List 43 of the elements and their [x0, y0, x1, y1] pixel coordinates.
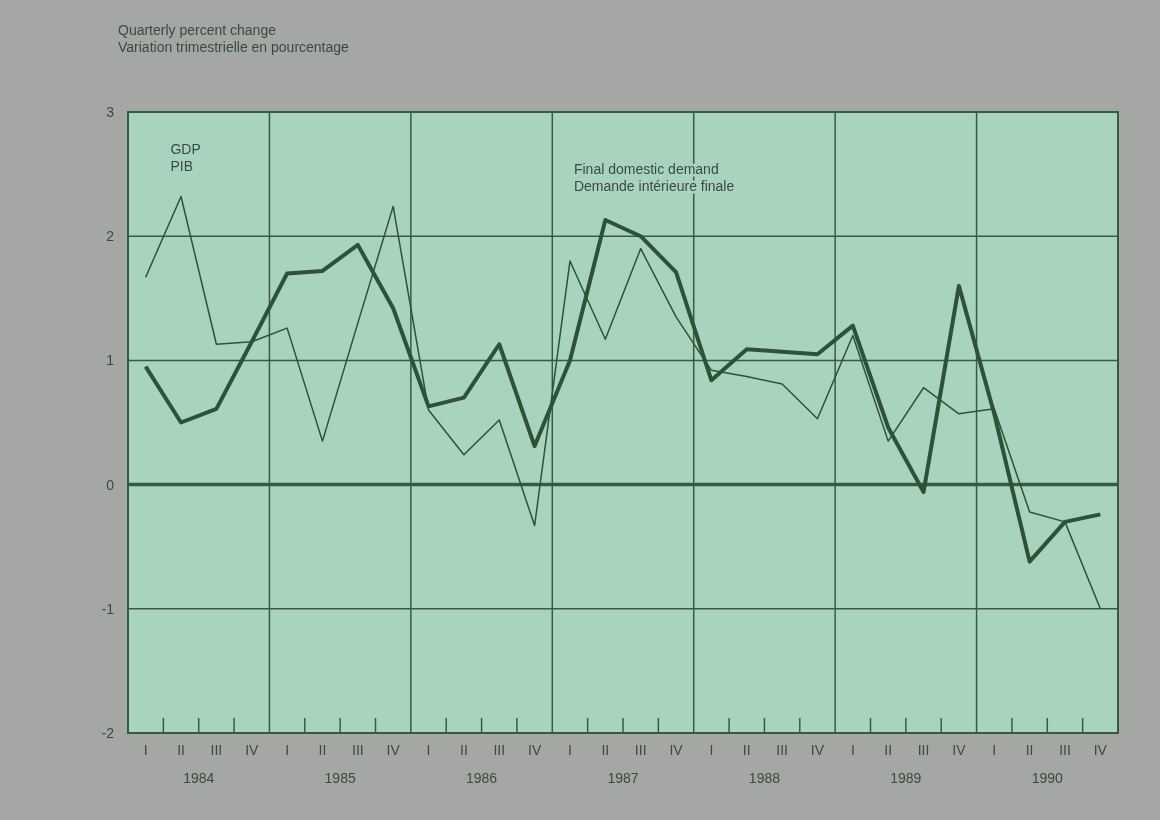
series-label: GDP PIB [170, 141, 201, 174]
y-tick-label: 3 [106, 103, 115, 120]
x-tick-label: IV [386, 741, 401, 758]
text: 1988 [748, 770, 781, 786]
text: 1984 [183, 770, 215, 786]
x-tick-label: III [351, 741, 364, 758]
x-tick-label: II [1025, 741, 1034, 758]
x-tick-label: III [917, 741, 930, 758]
x-tick-label: II [318, 741, 327, 758]
x-tick-label: III [1059, 741, 1071, 758]
x-tick-label: III [634, 741, 647, 758]
y-tick-label: -1 [101, 600, 115, 617]
text: 1990 [1031, 770, 1064, 786]
x-tick-label: I [285, 741, 290, 758]
y-tick-label: 1 [106, 352, 115, 369]
x-tick-label: I [426, 741, 431, 758]
y-tick-label: -2 [101, 724, 115, 741]
x-tick-label: IV [810, 741, 825, 758]
x-tick-label: IV [527, 741, 542, 758]
x-tick-label: I [709, 741, 714, 758]
x-tick-label: II [884, 741, 893, 758]
text: 1985 [324, 770, 356, 786]
y-tick-label: 0 [106, 476, 115, 493]
text: 1986 [465, 770, 498, 786]
x-tick-label: I [850, 741, 855, 758]
text: 1989 [890, 770, 922, 786]
x-tick-label: I [992, 741, 997, 758]
y-axis-title: Quarterly percent change Variation trimestrielle en pourcentage [118, 22, 350, 55]
y-tick-label: 2 [106, 228, 115, 245]
x-tick-label: II [177, 741, 185, 758]
x-tick-label: III [210, 741, 223, 758]
text: 1987 [607, 770, 639, 786]
x-tick-label: I [143, 741, 148, 758]
x-tick-label: IV [245, 741, 260, 758]
x-tick-label: I [568, 741, 572, 758]
x-tick-label: IV [1093, 741, 1108, 758]
x-tick-label: II [742, 741, 751, 758]
x-tick-label: III [776, 741, 788, 758]
x-tick-label: IV [669, 741, 684, 758]
x-tick-label: II [460, 741, 468, 758]
x-tick-label: IV [952, 741, 967, 758]
x-tick-label: III [493, 741, 506, 758]
x-tick-label: II [601, 741, 610, 758]
